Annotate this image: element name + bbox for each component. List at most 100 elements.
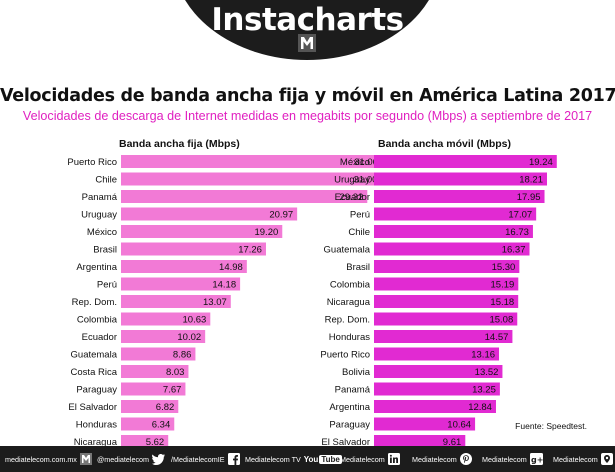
footer-facebook-text: /MediatelecomIE: [171, 454, 225, 464]
fixed-value-label: 5.62: [146, 437, 165, 448]
fixed-category-label: Chile: [95, 175, 117, 186]
fixed-bar: [121, 330, 206, 343]
footer-linkedin-text: Mediatelecom: [340, 454, 385, 464]
fixed-category-label: México: [87, 227, 117, 238]
fixed-bar: [121, 225, 283, 238]
mobile-category-label: Chile: [348, 227, 370, 238]
fixed-bar: [121, 260, 247, 273]
footer-twitter-text: @mediatelecom: [97, 454, 150, 464]
mobile-bar: [374, 330, 513, 343]
fixed-bar: [121, 382, 186, 396]
fixed-value-label: 14.18: [212, 280, 236, 291]
mobile-bar: [374, 347, 500, 361]
footer-twitter[interactable]: @mediatelecom: [97, 446, 166, 472]
mobile-bar: [374, 277, 519, 291]
fixed-category-label: Ecuador: [82, 332, 117, 343]
mobile-value-label: 13.52: [475, 367, 499, 378]
fixed-category-label: Panamá: [82, 192, 118, 203]
footer-bar: mediatelecom.com.mx @mediatelecom /Media…: [0, 446, 615, 472]
youtube-tube-text: Tube: [319, 454, 342, 464]
mobile-chart-title: Banda ancha móvil (Mbps): [378, 138, 512, 150]
mobile-bar: [374, 382, 500, 396]
page-title: Velocidades de banda ancha fija y móvil …: [0, 86, 615, 106]
footer-pinterest-text: Mediatelecom: [412, 454, 457, 464]
footer-linkedin[interactable]: Mediatelecom: [340, 446, 400, 472]
fixed-bar: [121, 207, 298, 221]
fixed-bar: [121, 172, 382, 186]
mobile-bar: [374, 190, 545, 203]
mobile-value-label: 14.57: [485, 332, 509, 343]
fixed-value-label: 8.86: [173, 350, 192, 361]
fixed-bar: [121, 190, 368, 203]
source-note: Fuente: Speedtest.: [515, 421, 587, 431]
google-plus-icon: g+: [529, 453, 543, 465]
mobile-value-label: 19.24: [529, 157, 553, 168]
mobile-bar: [374, 242, 530, 256]
mobile-value-label: 13.16: [471, 350, 495, 361]
mobile-value-label: 17.95: [517, 192, 541, 203]
footer-google-plus[interactable]: Mediatelecom g+: [482, 446, 543, 472]
mobile-bar: [374, 260, 520, 273]
mobile-category-label: Brasil: [346, 262, 370, 273]
mobile-bar: [374, 172, 547, 186]
fixed-category-label: Argentina: [76, 262, 117, 273]
m-logo-icon: [298, 34, 316, 52]
brand-title: Instacharts: [211, 2, 404, 38]
footer-website[interactable]: mediatelecom.com.mx: [5, 446, 92, 472]
twitter-icon: [152, 453, 166, 465]
mobile-category-label: Panamá: [335, 385, 371, 396]
mobile-category-label: Nicaragua: [327, 297, 371, 308]
page-subtitle: Velocidades de descarga de Internet medi…: [22, 109, 593, 123]
mobile-category-label: Honduras: [329, 332, 370, 343]
mobile-bar: [374, 400, 496, 413]
mobile-value-label: 15.30: [492, 262, 516, 273]
fixed-value-label: 6.82: [156, 402, 175, 413]
fixed-value-label: 6.34: [152, 420, 171, 431]
youtube-you-text: You: [303, 454, 319, 464]
mobile-category-label: El Salvador: [321, 437, 370, 448]
fixed-category-label: Puerto Rico: [67, 157, 117, 168]
periscope-icon: [600, 453, 613, 465]
fixed-bar: [121, 295, 231, 308]
mobile-category-label: Colombia: [330, 280, 371, 291]
youtube-icon: You Tube: [303, 454, 342, 464]
mobile-category-label: Guatemala: [324, 245, 371, 256]
mobile-category-label: Puerto Rico: [320, 350, 370, 361]
mobile-value-label: 16.37: [502, 245, 526, 256]
fixed-category-label: El Salvador: [68, 402, 117, 413]
mobile-category-label: Uruguay: [334, 175, 370, 186]
mobile-bar: [374, 155, 557, 168]
mobile-category-label: Rep. Dom.: [325, 315, 370, 326]
fixed-category-label: Uruguay: [81, 210, 117, 221]
fixed-category-label: Costa Rica: [71, 367, 118, 378]
fixed-category-label: Guatemala: [71, 350, 118, 361]
fixed-category-label: Rep. Dom.: [72, 297, 117, 308]
fixed-bar: [121, 435, 169, 448]
mobile-category-label: México: [340, 157, 370, 168]
footer-facebook[interactable]: /MediatelecomIE: [171, 446, 240, 472]
fixed-bar: [121, 365, 189, 378]
fixed-category-label: Colombia: [77, 315, 118, 326]
fixed-value-label: 19.20: [254, 227, 278, 238]
mobile-bar: [374, 295, 519, 308]
mobile-category-label: Ecuador: [335, 192, 370, 203]
mobile-value-label: 16.73: [505, 227, 529, 238]
fixed-value-label: 13.07: [203, 297, 227, 308]
footer-youtube[interactable]: Mediatelecom TV You Tube: [245, 446, 342, 472]
fixed-category-label: Brasil: [93, 245, 117, 256]
fixed-category-label: Perú: [97, 280, 117, 291]
footer-pinterest[interactable]: Mediatelecom: [412, 446, 472, 472]
footer-google-plus-text: Mediatelecom: [482, 454, 527, 464]
footer-youtube-text: Mediatelecom TV: [245, 454, 301, 464]
fixed-chart-title: Banda ancha fija (Mbps): [119, 138, 240, 150]
m-logo-icon: [79, 453, 92, 465]
mobile-value-label: 15.18: [490, 297, 514, 308]
fixed-category-label: Honduras: [76, 420, 117, 431]
mobile-category-label: Argentina: [329, 402, 370, 413]
footer-periscope[interactable]: Mediatelecom: [553, 446, 613, 472]
mobile-value-label: 15.19: [491, 280, 515, 291]
mobile-category-label: Paraguay: [329, 420, 370, 431]
footer-periscope-text: Mediatelecom: [553, 454, 598, 464]
fixed-bar: [121, 155, 382, 168]
fixed-value-label: 17.26: [238, 245, 262, 256]
